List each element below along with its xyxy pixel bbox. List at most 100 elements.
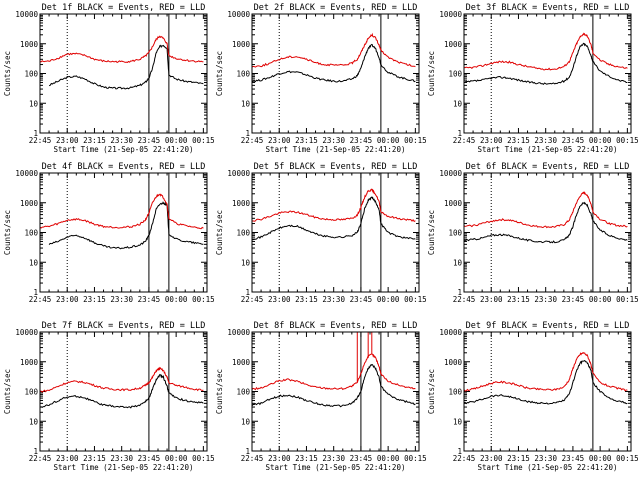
- y-tick-label: 1000: [444, 358, 463, 367]
- x-tick-label: 00:15: [192, 136, 215, 145]
- x-tick-label: 23:45: [138, 136, 161, 145]
- x-tick-label: 22:45: [29, 136, 52, 145]
- chart-title: Det 8f BLACK = Events, RED = LLD: [254, 321, 418, 331]
- y-axis-label: Counts/sec: [427, 210, 436, 255]
- y-tick-label: 100: [448, 388, 462, 397]
- x-tick-label: 22:45: [241, 295, 264, 304]
- y-tick-label: 100: [448, 229, 462, 238]
- y-tick-label: 100: [448, 70, 462, 79]
- x-tick-label: 22:45: [453, 454, 476, 463]
- y-tick-label: 10000: [15, 328, 38, 337]
- x-tick-label: 00:00: [165, 454, 188, 463]
- x-tick-label: 23:30: [322, 136, 345, 145]
- series-line-events: [251, 196, 416, 241]
- series-line-lld: [39, 35, 204, 64]
- y-tick-label: 10: [453, 99, 463, 108]
- series-line-events: [39, 373, 204, 409]
- y-tick-label: 100: [236, 70, 250, 79]
- chart-title: Det 5f BLACK = Events, RED = LLD: [254, 162, 418, 172]
- series-line-events: [463, 360, 628, 405]
- x-tick-label: 22:45: [453, 136, 476, 145]
- x-tick-label: 23:45: [138, 295, 161, 304]
- x-tick-label: 23:00: [56, 136, 79, 145]
- y-tick-label: 10: [241, 417, 251, 426]
- y-tick-label: 1: [457, 129, 462, 138]
- y-tick-label: 10000: [227, 169, 250, 178]
- x-tick-label: 23:30: [322, 295, 345, 304]
- y-axis-label: Counts/sec: [215, 369, 224, 414]
- y-tick-label: 1: [245, 447, 250, 456]
- y-tick-label: 10000: [227, 10, 250, 19]
- x-tick-label: 23:15: [507, 454, 530, 463]
- series-line-events: [251, 43, 416, 83]
- y-axis-label: Counts/sec: [3, 210, 12, 255]
- y-tick-label: 1: [245, 129, 250, 138]
- y-axis-label: Counts/sec: [215, 51, 224, 96]
- y-tick-label: 1: [33, 447, 38, 456]
- chart-title: Det 1f BLACK = Events, RED = LLD: [42, 3, 206, 13]
- x-tick-label: 23:15: [507, 136, 530, 145]
- y-axis-label: Counts/sec: [215, 210, 224, 255]
- x-tick-label: 00:15: [404, 295, 427, 304]
- x-tick-label: 23:30: [110, 136, 133, 145]
- x-tick-label: 23:45: [350, 136, 373, 145]
- y-tick-label: 10: [29, 99, 39, 108]
- x-tick-label: 00:00: [377, 454, 400, 463]
- x-axis-label: Start Time (21-Sep-05 22:41:20): [54, 145, 194, 154]
- chart-panel-2: Det 2f BLACK = Events, RED = LLD Counts/s…: [215, 3, 427, 154]
- x-tick-label: 23:15: [295, 295, 318, 304]
- x-tick-label: 00:15: [404, 136, 427, 145]
- x-tick-label: 23:15: [295, 136, 318, 145]
- x-tick-label: 00:00: [165, 295, 188, 304]
- series-line-events: [464, 42, 628, 85]
- y-tick-label: 1: [245, 288, 250, 297]
- y-axis-label: Counts/sec: [427, 369, 436, 414]
- y-tick-label: 100: [236, 229, 250, 238]
- series-line-lld: [464, 32, 628, 71]
- y-tick-label: 100: [24, 388, 38, 397]
- series-line-lld: [463, 351, 628, 392]
- series-line-events: [48, 44, 204, 90]
- chart-title: Det 7f BLACK = Events, RED = LLD: [42, 321, 206, 331]
- series-line-lld: [251, 353, 416, 391]
- plot-frame: [463, 13, 632, 134]
- y-tick-label: 1: [457, 447, 462, 456]
- x-tick-label: 00:00: [589, 295, 612, 304]
- x-tick-label: 00:15: [616, 295, 639, 304]
- x-tick-label: 23:30: [110, 454, 133, 463]
- chart-panel-7: Det 7f BLACK = Events, RED = LLD Counts/s…: [3, 321, 215, 472]
- y-tick-label: 10000: [227, 328, 250, 337]
- chart-panel-4: Det 4f BLACK = Events, RED = LLD Counts/s…: [3, 162, 215, 304]
- x-tick-label: 23:45: [562, 295, 585, 304]
- y-axis-label: Counts/sec: [427, 51, 436, 96]
- x-tick-label: 22:45: [29, 454, 52, 463]
- y-axis-label: Counts/sec: [3, 51, 12, 96]
- x-tick-label: 23:30: [534, 454, 557, 463]
- x-tick-label: 23:30: [534, 295, 557, 304]
- plot-frame: [463, 331, 632, 452]
- y-tick-label: 1000: [20, 40, 39, 49]
- x-tick-label: 23:00: [268, 136, 291, 145]
- x-axis-label: Start Time (21-Sep-05 22:41:20): [478, 463, 618, 472]
- x-tick-label: 00:00: [377, 136, 400, 145]
- y-tick-label: 10: [453, 258, 463, 267]
- x-tick-label: 22:45: [241, 454, 264, 463]
- x-axis-label: Start Time (21-Sep-05 22:41:20): [266, 145, 406, 154]
- x-tick-label: 23:15: [507, 295, 530, 304]
- y-tick-label: 100: [24, 229, 38, 238]
- y-tick-label: 1: [457, 288, 462, 297]
- x-axis-label: Start Time (21-Sep-05 22:41:20): [266, 463, 406, 472]
- x-tick-label: 23:00: [56, 295, 79, 304]
- x-tick-label: 23:00: [480, 136, 503, 145]
- plot-frame: [39, 13, 208, 134]
- x-tick-label: 23:15: [83, 454, 106, 463]
- series-line-lld: [251, 32, 416, 68]
- x-tick-label: 23:00: [480, 454, 503, 463]
- plot-frame: [251, 172, 420, 293]
- x-tick-label: 00:00: [377, 295, 400, 304]
- chart-panel-9: Det 9f BLACK = Events, RED = LLD Counts/s…: [427, 321, 639, 472]
- y-tick-label: 10: [241, 258, 251, 267]
- y-tick-label: 1000: [20, 358, 39, 367]
- x-tick-label: 00:15: [192, 295, 215, 304]
- y-tick-label: 10000: [439, 10, 462, 19]
